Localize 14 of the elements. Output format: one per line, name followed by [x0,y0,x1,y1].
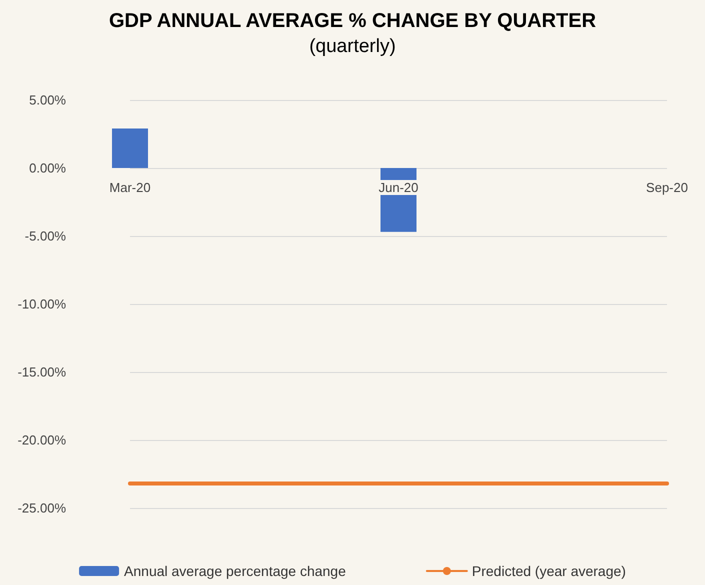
legend-label: Predicted (year average) [472,563,626,579]
chart-subtitle: (quarterly) [309,36,396,57]
x-tick-label: Jun-20 [378,180,418,195]
y-tick-label: 0.00% [29,160,66,176]
y-tick-label: 5.00% [29,92,66,108]
chart-title: GDP ANNUAL AVERAGE % CHANGE BY QUARTER [108,10,597,32]
x-tick-label: Mar-20 [109,180,151,195]
y-tick-label: -15.00% [18,364,66,380]
y-tick-label: -10.00% [18,296,66,312]
legend-label: Annual average percentage change [124,563,346,579]
x-tick-label: Sep-20 [646,180,688,195]
y-tick-label: -20.00% [18,432,66,448]
y-tick-label: -25.00% [18,500,66,516]
y-tick-label: -5.00% [24,228,66,244]
